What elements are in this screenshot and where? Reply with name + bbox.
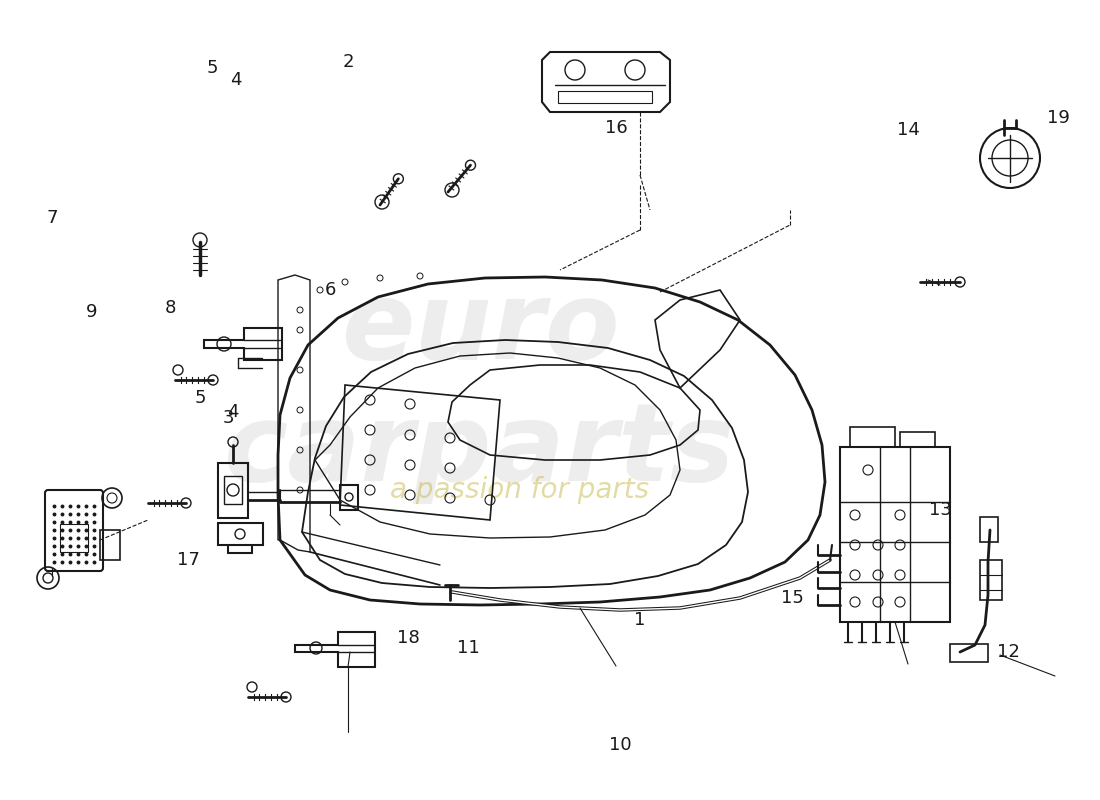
Text: 5: 5 xyxy=(207,59,218,77)
Bar xyxy=(980,517,998,542)
Text: 16: 16 xyxy=(605,119,627,137)
Text: 19: 19 xyxy=(1046,109,1069,127)
Bar xyxy=(60,524,88,552)
Text: 17: 17 xyxy=(177,551,199,569)
Text: 18: 18 xyxy=(397,629,419,647)
Bar xyxy=(218,463,248,518)
Text: 3: 3 xyxy=(222,409,233,427)
Text: 11: 11 xyxy=(456,639,480,657)
Text: a passion for parts: a passion for parts xyxy=(390,476,650,504)
Bar xyxy=(224,476,242,504)
Bar xyxy=(840,447,950,622)
Bar xyxy=(340,485,358,510)
Bar xyxy=(950,644,988,662)
Bar xyxy=(900,432,935,447)
Text: euro
carparts: euro carparts xyxy=(224,276,736,504)
Text: 12: 12 xyxy=(997,643,1020,661)
Bar xyxy=(850,427,895,447)
Text: 8: 8 xyxy=(164,299,176,317)
Text: 4: 4 xyxy=(228,403,239,421)
Text: 10: 10 xyxy=(608,736,631,754)
Text: 15: 15 xyxy=(781,589,803,607)
Text: 5: 5 xyxy=(195,389,206,407)
Text: 2: 2 xyxy=(342,53,354,71)
Text: 14: 14 xyxy=(896,121,920,139)
Bar xyxy=(100,530,120,560)
Text: 13: 13 xyxy=(928,501,952,519)
Bar xyxy=(558,91,652,103)
Text: 1: 1 xyxy=(635,611,646,629)
Bar xyxy=(980,560,1002,600)
Text: 6: 6 xyxy=(324,281,336,299)
Text: 9: 9 xyxy=(86,303,98,321)
Bar xyxy=(218,523,263,545)
Text: 7: 7 xyxy=(46,209,57,227)
Text: 4: 4 xyxy=(230,71,242,89)
